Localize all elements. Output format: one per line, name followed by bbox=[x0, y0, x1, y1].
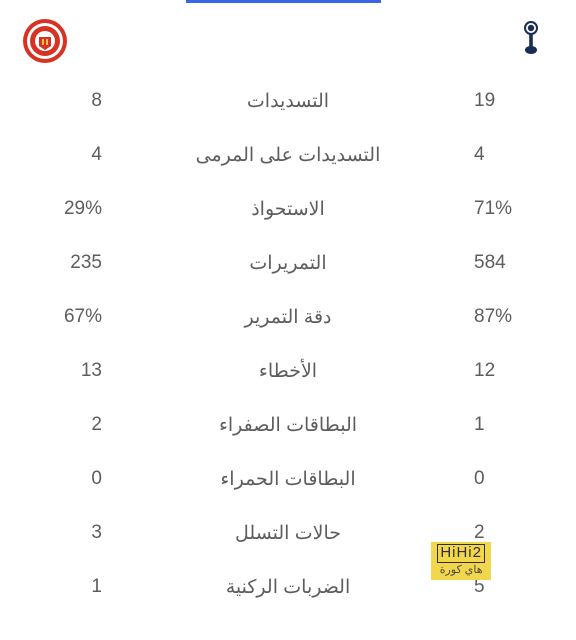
stat-row: 1البطاقات الصفراء2 bbox=[22, 398, 554, 452]
stat-row: 4التسديدات على المرمى4 bbox=[22, 128, 554, 182]
stat-value-right: 29% bbox=[22, 198, 102, 220]
active-tab-indicator bbox=[186, 0, 381, 3]
stat-value-left: 19 bbox=[474, 90, 554, 112]
stat-row: 584التمريرات235 bbox=[22, 236, 554, 290]
stat-row: 0البطاقات الحمراء0 bbox=[22, 452, 554, 506]
stat-row: 71%الاستحواذ29% bbox=[22, 182, 554, 236]
stat-value-right: 3 bbox=[22, 522, 102, 544]
watermark-bottom: هاي كورة bbox=[437, 564, 485, 576]
stat-label: دقة التمرير bbox=[102, 306, 474, 329]
tottenham-icon bbox=[520, 19, 542, 63]
stat-value-left: 71% bbox=[474, 198, 554, 220]
stat-value-left: 1 bbox=[474, 414, 554, 436]
watermark-top: HiHi2 bbox=[437, 544, 485, 563]
watermark: HiHi2 هاي كورة bbox=[431, 542, 491, 580]
stat-value-right: 1 bbox=[22, 576, 102, 598]
stat-value-left: 12 bbox=[474, 360, 554, 382]
stat-value-right: 67% bbox=[22, 306, 102, 328]
brentford-icon bbox=[22, 18, 68, 64]
stat-row: 87%دقة التمرير67% bbox=[22, 290, 554, 344]
stat-value-left: 0 bbox=[474, 468, 554, 490]
stat-label: التسديدات على المرمى bbox=[102, 144, 474, 167]
teams-header bbox=[0, 0, 576, 74]
stat-value-right: 13 bbox=[22, 360, 102, 382]
stat-value-right: 2 bbox=[22, 414, 102, 436]
stat-value-left: 2 bbox=[474, 522, 554, 544]
stat-label: البطاقات الحمراء bbox=[102, 468, 474, 491]
stat-value-left: 584 bbox=[474, 252, 554, 274]
stat-label: الأخطاء bbox=[102, 360, 474, 383]
stat-label: البطاقات الصفراء bbox=[102, 414, 474, 437]
stat-row: 12الأخطاء13 bbox=[22, 344, 554, 398]
stat-label: الاستحواذ bbox=[102, 198, 474, 221]
stat-value-left: 4 bbox=[474, 144, 554, 166]
team-badge-right bbox=[508, 18, 554, 64]
stats-table: 19التسديدات84التسديدات على المرمى471%الا… bbox=[0, 74, 576, 614]
stat-label: حالات التسلل bbox=[102, 522, 474, 545]
stat-value-right: 0 bbox=[22, 468, 102, 490]
stat-value-right: 8 bbox=[22, 90, 102, 112]
stat-row: 19التسديدات8 bbox=[22, 74, 554, 128]
stat-value-left: 87% bbox=[474, 306, 554, 328]
stat-label: الضربات الركنية bbox=[102, 576, 474, 599]
stat-value-right: 4 bbox=[22, 144, 102, 166]
stat-value-right: 235 bbox=[22, 252, 102, 274]
team-badge-left bbox=[22, 18, 68, 64]
stat-label: التمريرات bbox=[102, 252, 474, 275]
stat-label: التسديدات bbox=[102, 90, 474, 113]
